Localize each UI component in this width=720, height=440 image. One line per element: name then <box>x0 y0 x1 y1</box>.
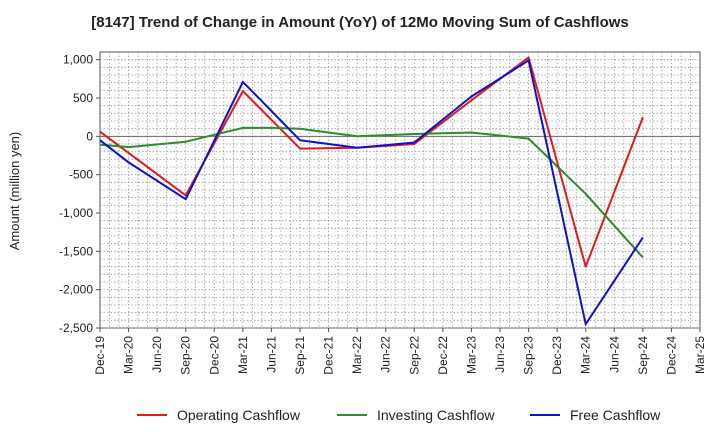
x-tick-label: Dec-22 <box>436 336 450 375</box>
y-axis-label: Amount (million yen) <box>7 132 22 251</box>
x-tick-label: Mar-21 <box>236 336 250 374</box>
x-tick-label: Sep-22 <box>407 336 421 375</box>
x-tick-label: Jun-23 <box>493 336 507 373</box>
x-tick-label: Jun-21 <box>264 336 278 373</box>
series-line-investing-cashflow <box>99 126 644 259</box>
x-tick-label: Jun-24 <box>607 336 621 373</box>
chart-title: [8147] Trend of Change in Amount (YoY) o… <box>91 14 629 31</box>
series-line-free-cashflow <box>99 59 644 326</box>
x-tick-label: Jun-22 <box>379 336 393 373</box>
x-tick-label: Dec-21 <box>322 336 336 375</box>
x-tick-label: Mar-22 <box>350 336 364 374</box>
y-tick-label: -2,000 <box>59 283 93 297</box>
legend-label: Free Cashflow <box>570 407 661 423</box>
y-tick-label: 0 <box>86 129 93 143</box>
x-tick-label: Jun-20 <box>150 336 164 373</box>
legend-label: Operating Cashflow <box>177 407 301 423</box>
y-tick-label: 500 <box>73 91 93 105</box>
legend-label: Investing Cashflow <box>377 407 495 423</box>
x-tick-label: Mar-24 <box>579 336 593 374</box>
y-tick-label: 1,000 <box>63 53 93 67</box>
y-tick-label: -1,000 <box>59 206 93 220</box>
x-tick-label: Dec-20 <box>207 336 221 375</box>
x-tick-label: Sep-21 <box>293 336 307 375</box>
x-tick-label: Sep-23 <box>522 336 536 375</box>
y-tick-label: -500 <box>69 168 93 182</box>
x-tick-label: Mar-25 <box>693 336 707 374</box>
x-tick-label: Dec-23 <box>550 336 564 375</box>
x-tick-label: Dec-24 <box>664 336 678 375</box>
y-tick-label: -1,500 <box>59 244 93 258</box>
x-tick-label: Mar-23 <box>464 336 478 374</box>
y-tick-label: -2,500 <box>59 321 93 335</box>
x-tick-label: Dec-19 <box>93 336 107 375</box>
x-tick-label: Sep-24 <box>636 336 650 375</box>
x-tick-label: Mar-20 <box>122 336 136 374</box>
x-tick-label: Sep-20 <box>179 336 193 375</box>
